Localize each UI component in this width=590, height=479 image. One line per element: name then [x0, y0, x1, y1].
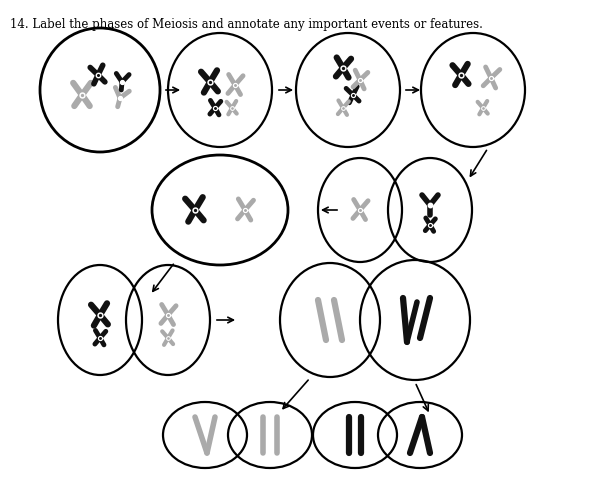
Text: 14. Label the phases of Meiosis and annotate any important events or features.: 14. Label the phases of Meiosis and anno…: [10, 18, 483, 31]
